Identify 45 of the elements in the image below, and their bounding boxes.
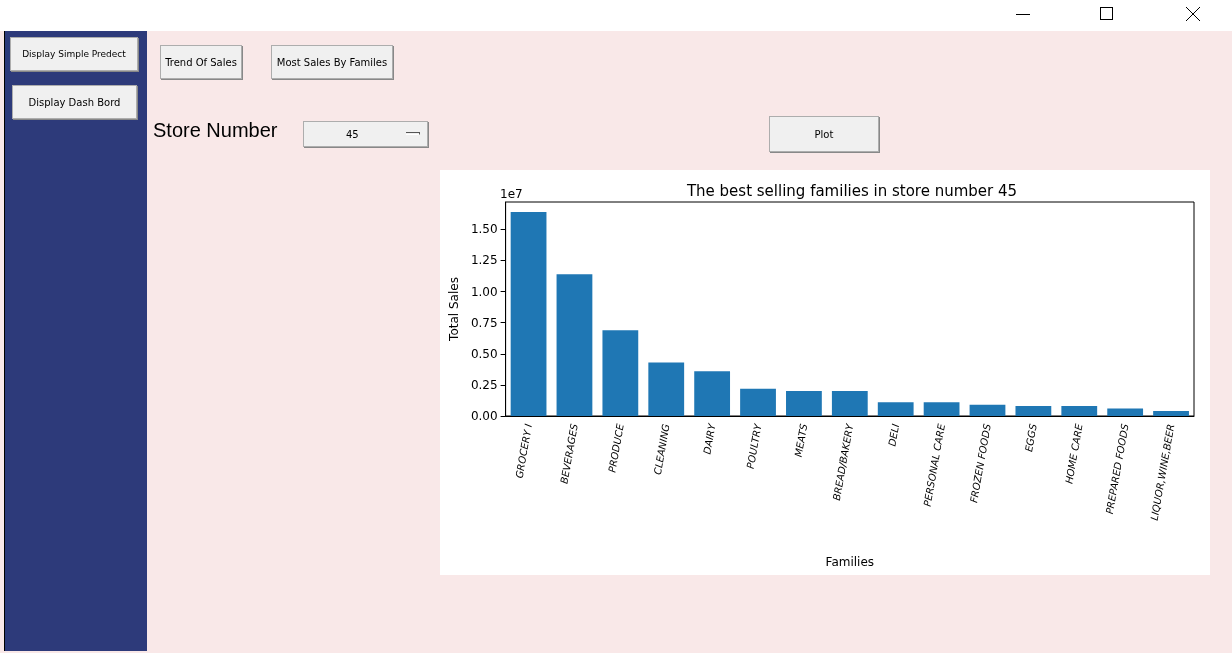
text: Store Number	[153, 119, 278, 142]
bar	[1153, 411, 1189, 416]
x-tick-label: CLEANING	[651, 422, 672, 476]
x-tick-label: EGGS	[1023, 422, 1039, 453]
x-tick-label: DELI	[886, 423, 902, 448]
y-axis-title: Total Sales	[447, 277, 461, 342]
bar	[1107, 408, 1144, 416]
text: Display Dash Bord	[12, 85, 137, 119]
x-axis-title: Families	[825, 555, 875, 569]
text: Trend Of Sales	[160, 45, 242, 79]
text: 1e7	[500, 187, 523, 201]
y-tick-label: 0.25	[470, 377, 498, 392]
text: 45	[303, 121, 428, 147]
y-tick-label: 0.00	[470, 409, 498, 423]
text: Display Simple Predect	[10, 37, 138, 71]
x-tick-label: FROZEN FOODS	[968, 422, 994, 504]
bar	[602, 330, 639, 416]
bar	[740, 388, 776, 416]
bar	[510, 211, 547, 416]
x-tick-label: GROCERY I	[513, 423, 534, 480]
bar	[786, 391, 822, 416]
x-tick-label: HOME CARE	[1063, 422, 1085, 485]
bar	[1015, 406, 1052, 416]
x-tick-label: PERSONAL CARE	[921, 422, 948, 508]
bar	[877, 402, 914, 416]
x-tick-label: PRODUCE	[606, 422, 626, 474]
y-tick-label: 0.75	[470, 315, 498, 330]
bar	[1061, 406, 1098, 416]
text: Most Sales By Familes	[271, 45, 393, 79]
bar	[923, 402, 960, 416]
text: Plot	[769, 116, 879, 152]
bar	[831, 391, 868, 416]
chart-title: The best selling families in store number 45	[685, 181, 1018, 200]
x-tick-label: PREPARED FOODS	[1103, 422, 1131, 515]
y-tick-label: 1.00	[470, 284, 498, 299]
x-tick-label: POULTRY	[744, 422, 764, 470]
bar	[648, 362, 685, 416]
y-tick-label: 0.50	[470, 346, 498, 361]
bar	[969, 404, 1006, 416]
bar	[556, 274, 593, 416]
y-tick-label: 1.50	[470, 222, 498, 237]
x-tick-label: DAIRY	[701, 422, 718, 456]
bar	[694, 371, 731, 416]
y-tick-label: 1.25	[470, 253, 498, 268]
x-tick-label: MEATS	[792, 422, 810, 458]
